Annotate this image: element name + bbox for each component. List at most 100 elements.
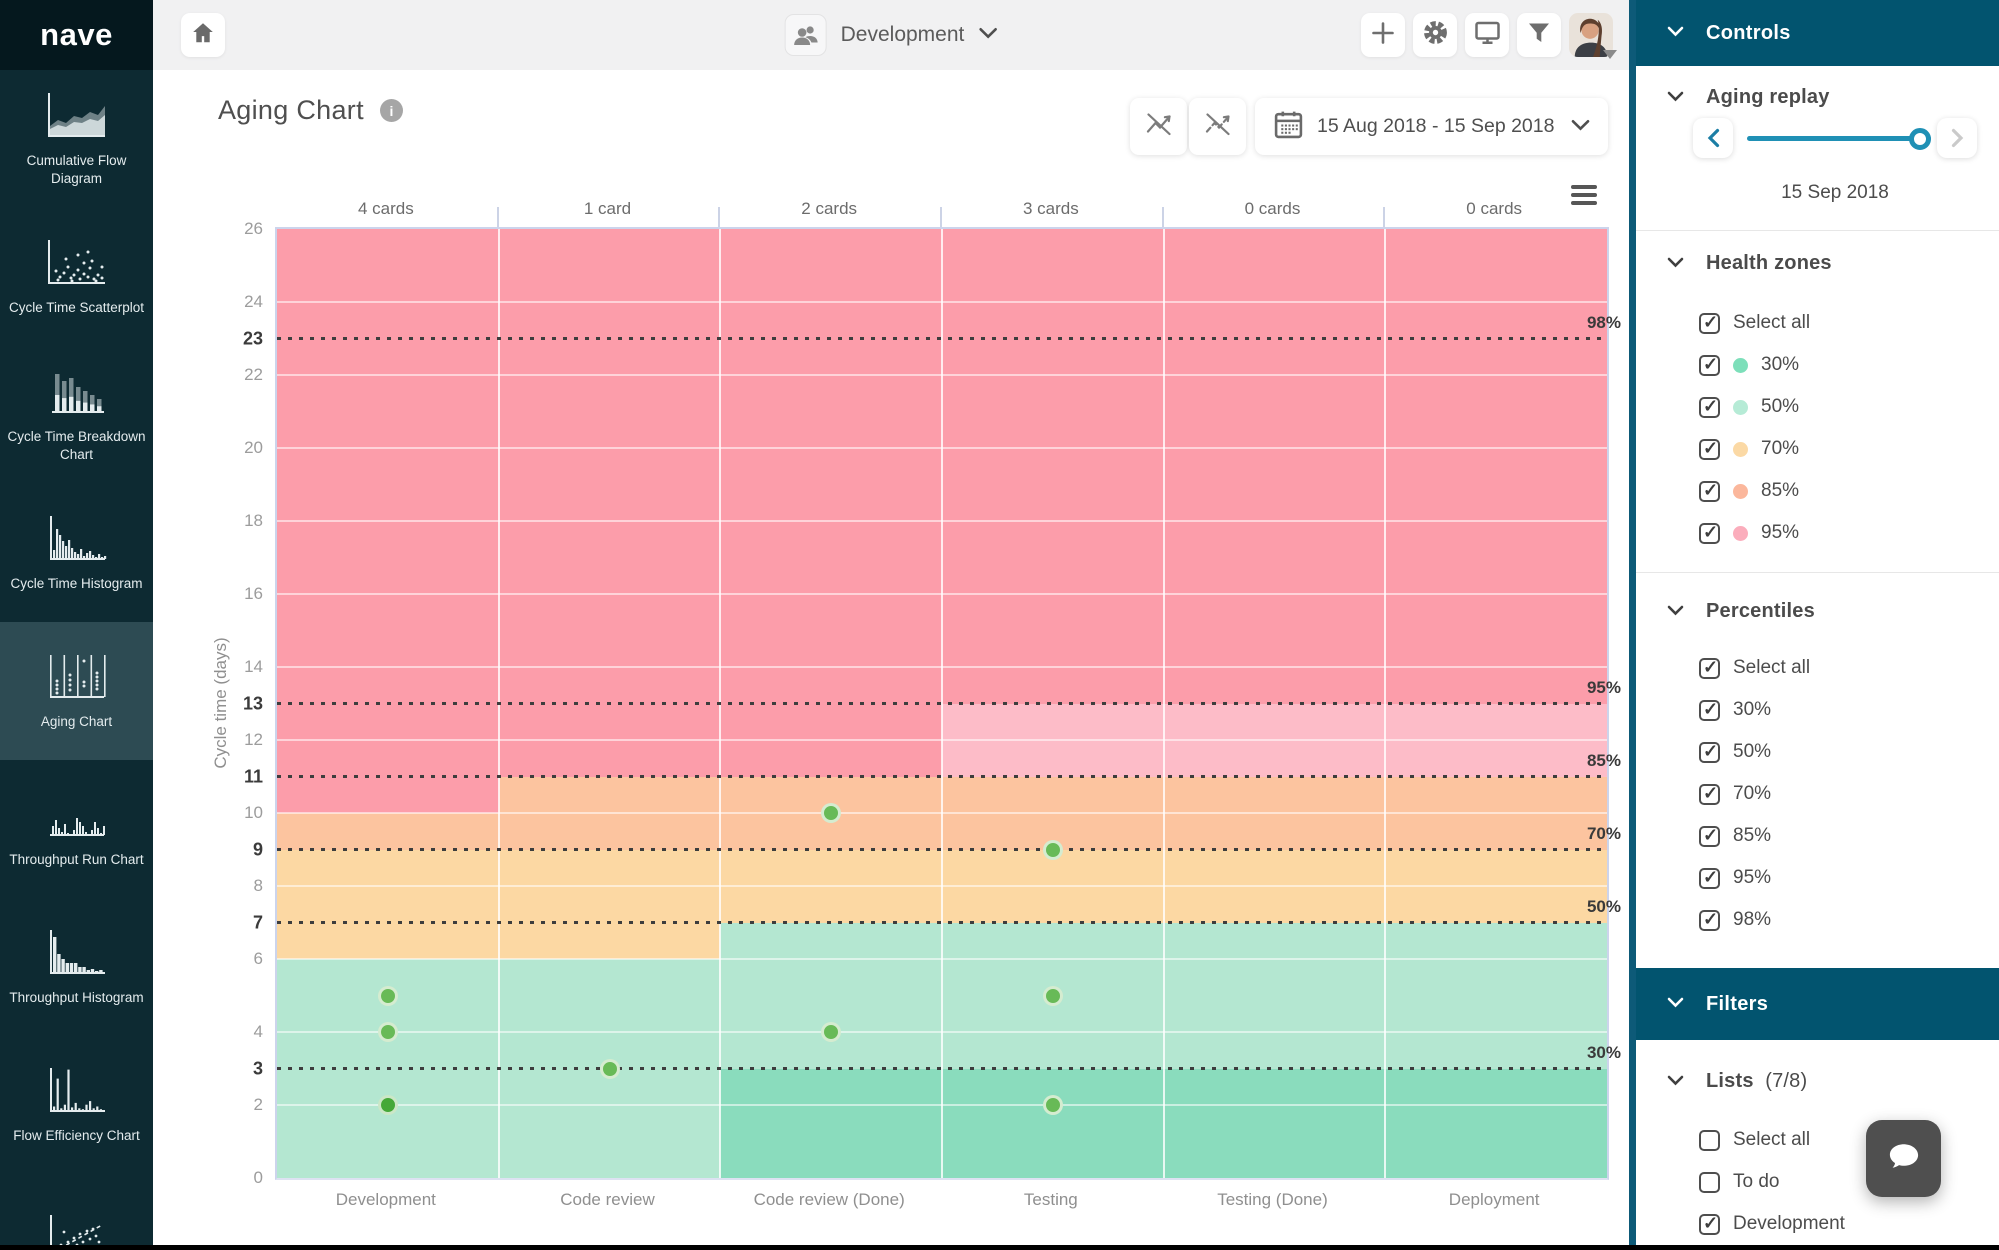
filters-header[interactable]: Filters [1629, 968, 1999, 1040]
checkbox[interactable] [1699, 742, 1720, 763]
add-button[interactable] [1361, 13, 1405, 57]
sidebar-item-thr-histogram[interactable]: Throughput Histogram [0, 898, 153, 1036]
team-icon [785, 14, 827, 56]
monitor-icon [1474, 20, 1501, 50]
sidebar-item-aging[interactable]: Aging Chart [0, 622, 153, 760]
checkbox[interactable] [1699, 355, 1720, 376]
checkbox-label: 95% [1761, 522, 1799, 544]
percentile-label: 50% [1587, 897, 1621, 917]
home-button[interactable] [181, 13, 225, 57]
checkbox-label: 50% [1733, 741, 1771, 763]
chat-bubble-icon [1886, 1138, 1922, 1179]
percentile-option-95-[interactable]: 95% [1699, 857, 1989, 899]
settings-button[interactable] [1413, 13, 1457, 57]
user-avatar[interactable] [1569, 13, 1613, 57]
lists-title: Lists (7/8) [1706, 1070, 1807, 1093]
chevron-left-icon [1707, 128, 1720, 148]
percentiles-header[interactable]: Percentiles [1629, 600, 1815, 623]
replay-prev-button[interactable] [1693, 118, 1733, 158]
list-option-development[interactable]: Development [1699, 1203, 1989, 1245]
checkbox[interactable] [1699, 439, 1720, 460]
health-zone-option-30-[interactable]: 30% [1699, 344, 1989, 386]
info-icon[interactable]: i [380, 99, 403, 122]
sidebar-item-cycle-histogram[interactable]: Cycle Time Histogram [0, 484, 153, 622]
cfd-icon [44, 90, 110, 145]
checkbox[interactable] [1699, 700, 1720, 721]
percentile-option-98-[interactable]: 98% [1699, 899, 1989, 941]
percentile-label: 85% [1587, 751, 1621, 771]
checkbox[interactable] [1699, 868, 1720, 889]
dashed-trend-toggle-button[interactable] [1189, 98, 1246, 155]
percentile-option-85-[interactable]: 85% [1699, 815, 1989, 857]
board-selector[interactable]: Development [785, 0, 998, 70]
checkbox[interactable] [1699, 658, 1720, 679]
checkbox[interactable] [1699, 397, 1720, 418]
card-dot[interactable] [378, 1022, 398, 1042]
y-tick-label: 13 [193, 693, 263, 714]
replay-slider-handle[interactable] [1909, 128, 1931, 150]
sidebar-item-cfd[interactable]: Cumulative Flow Diagram [0, 70, 153, 208]
checkbox[interactable] [1699, 1130, 1720, 1151]
checkbox[interactable] [1699, 313, 1720, 334]
y-tick-label: 18 [193, 511, 263, 531]
checkbox[interactable] [1699, 784, 1720, 805]
home-icon [191, 21, 215, 50]
y-tick-label: 9 [193, 839, 263, 860]
percentile-option-70-[interactable]: 70% [1699, 773, 1989, 815]
checkbox[interactable] [1699, 523, 1720, 544]
controls-header[interactable]: Controls [1629, 0, 1999, 66]
lists-list: Select allTo doDevelopment [1699, 1119, 1989, 1245]
replay-date: 15 Sep 2018 [1693, 182, 1977, 204]
percentile-option-select-all[interactable]: Select all [1699, 647, 1989, 689]
sidebar-item-scatterplot[interactable]: Cycle Time Scatterplot [0, 208, 153, 346]
percentile-option-30-[interactable]: 30% [1699, 689, 1989, 731]
card-dot[interactable] [1043, 840, 1063, 860]
card-dot[interactable] [600, 1059, 620, 1079]
card-dot[interactable] [378, 986, 398, 1006]
date-range-picker[interactable]: 15 Aug 2018 - 15 Sep 2018 [1255, 98, 1608, 155]
x-axis-label: Deployment [1383, 1190, 1605, 1210]
sidebar-item-scatter-trend[interactable] [0, 1174, 153, 1250]
replay-next-button[interactable] [1937, 118, 1977, 158]
display-button[interactable] [1465, 13, 1509, 57]
chevron-down-icon [1571, 118, 1590, 136]
replay-slider-track[interactable] [1747, 136, 1931, 141]
health-zone-option-70-[interactable]: 70% [1699, 428, 1989, 470]
card-dot[interactable] [378, 1095, 398, 1115]
sidebar-item-breakdown[interactable]: Cycle Time Breakdown Chart [0, 346, 153, 484]
card-dot[interactable] [1043, 1095, 1063, 1115]
filter-button[interactable] [1517, 13, 1561, 57]
y-tick-label: 24 [193, 292, 263, 312]
checkbox[interactable] [1699, 1214, 1720, 1235]
checkbox-label: Select all [1733, 312, 1810, 334]
card-dot[interactable] [821, 1022, 841, 1042]
chat-button[interactable] [1866, 1120, 1941, 1197]
checkbox[interactable] [1699, 910, 1720, 931]
list-option-to-do[interactable]: To do [1699, 1161, 1989, 1203]
chevron-down-icon [978, 26, 997, 44]
health-zone-option-85-[interactable]: 85% [1699, 470, 1989, 512]
y-tick-label: 16 [193, 584, 263, 604]
list-option-select-all[interactable]: Select all [1699, 1119, 1989, 1161]
health-zone-option-95-[interactable]: 95% [1699, 512, 1989, 554]
percentile-option-50-[interactable]: 50% [1699, 731, 1989, 773]
health-zone [942, 1069, 1164, 1179]
checkbox[interactable] [1699, 826, 1720, 847]
sidebar-item-flow-efficiency[interactable]: Flow Efficiency Chart [0, 1036, 153, 1174]
health-zone-option-select-all[interactable]: Select all [1699, 302, 1989, 344]
aging-replay-header[interactable]: Aging replay [1629, 86, 1830, 109]
checkbox-label: 50% [1761, 396, 1799, 418]
health-zone-option-50-[interactable]: 50% [1699, 386, 1989, 428]
checkbox[interactable] [1699, 1172, 1720, 1193]
sidebar-item-run-chart[interactable]: Throughput Run Chart [0, 760, 153, 898]
card-dot[interactable] [1043, 986, 1063, 1006]
checkbox[interactable] [1699, 481, 1720, 502]
card-dot[interactable] [821, 803, 841, 823]
lists-header[interactable]: Lists (7/8) [1629, 1070, 1807, 1093]
health-zone [1385, 1069, 1607, 1179]
checkbox-label: 85% [1733, 825, 1771, 847]
trend-toggle-button[interactable] [1130, 98, 1187, 155]
health-zones-header[interactable]: Health zones [1629, 252, 1832, 275]
funnel-icon [1527, 21, 1551, 50]
nave-logo[interactable]: nave [0, 0, 153, 70]
